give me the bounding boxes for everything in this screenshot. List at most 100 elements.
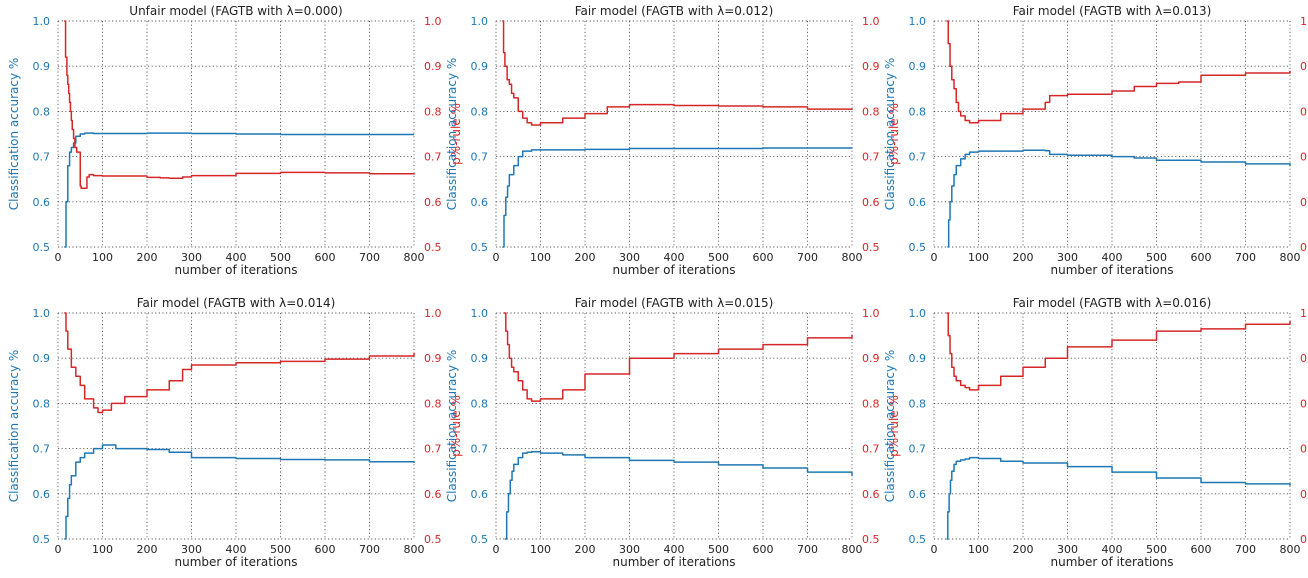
y-axis-label-left: Classification accuracy %: [445, 350, 459, 503]
y-tick-label-right: 0.5: [424, 533, 442, 546]
y-tick-label-left: 0.6: [33, 488, 51, 501]
subplot-3: Fair model (FAGTB with λ=0.013) 0 100 200 30…: [883, 4, 1308, 277]
x-tick-label: 300: [181, 251, 202, 264]
x-tick-label: 300: [181, 543, 202, 556]
y-tick-label-right: 0.5: [862, 533, 880, 546]
x-tick-label: 600: [1191, 543, 1212, 556]
x-tick-label: 400: [226, 543, 247, 556]
series-line-accuracy: [502, 147, 853, 248]
y-tick-label-left: 0.9: [33, 60, 51, 73]
y-tick-label-left: 0.7: [471, 151, 489, 164]
x-tick-label: 300: [1057, 543, 1078, 556]
y-tick-label-right: 0.7: [862, 151, 880, 164]
y-tick-label-left: 0.8: [909, 105, 927, 118]
y-tick-label-right: 1.0: [1300, 15, 1308, 28]
x-axis-label: number of iterations: [613, 263, 736, 277]
y-tick-label-left: 0.9: [909, 352, 927, 365]
y-tick-label-right: 0.5: [1300, 241, 1308, 254]
series-line-accuracy: [64, 444, 415, 540]
x-tick-label: 400: [1102, 543, 1123, 556]
x-tick-label: 200: [1013, 251, 1034, 264]
y-tick-label-right: 0.7: [1300, 443, 1308, 456]
x-tick-label: 0: [55, 543, 62, 556]
y-tick-label-left: 1.0: [33, 307, 51, 320]
y-axis-label-right: p%-rule %: [449, 395, 463, 457]
x-axis-label: number of iterations: [1051, 263, 1174, 277]
x-tick-label: 100: [968, 251, 989, 264]
y-axis-label-left: Classification accuracy %: [7, 58, 21, 211]
y-tick-label-left: 1.0: [909, 307, 927, 320]
x-tick-label: 500: [708, 543, 729, 556]
y-tick-label-right: 0.8: [1300, 397, 1308, 410]
y-tick-label-left: 0.7: [33, 151, 51, 164]
series-line-prule: [64, 312, 415, 414]
x-tick-label: 600: [753, 251, 774, 264]
y-tick-label-right: 0.9: [424, 60, 442, 73]
y-tick-label-left: 0.7: [909, 443, 927, 456]
y-tick-label-left: 0.7: [33, 443, 51, 456]
x-tick-label: 400: [1102, 251, 1123, 264]
x-axis-label: number of iterations: [175, 555, 298, 569]
y-tick-label-left: 0.6: [33, 196, 51, 209]
series-line-prule: [504, 312, 853, 402]
x-tick-label: 500: [270, 543, 291, 556]
x-tick-label: 0: [493, 543, 500, 556]
x-tick-label: 200: [1013, 543, 1034, 556]
y-tick-label-left: 0.8: [33, 105, 51, 118]
y-tick-label-left: 0.9: [471, 352, 489, 365]
y-tick-label-right: 0.5: [1300, 533, 1308, 546]
y-axis-label-right: p%-rule %: [887, 103, 901, 165]
y-tick-label-left: 1.0: [33, 15, 51, 28]
x-tick-label: 700: [359, 251, 380, 264]
x-tick-label: 0: [931, 543, 938, 556]
y-tick-label-right: 0.8: [424, 105, 442, 118]
subplot-5: Fair model (FAGTB with λ=0.015) 0 100 200 30…: [445, 296, 901, 569]
y-tick-label-right: 0.5: [862, 241, 880, 254]
y-tick-label-right: 1.0: [424, 15, 442, 28]
x-tick-label: 800: [404, 543, 425, 556]
y-tick-label-left: 0.6: [909, 488, 927, 501]
subplot-1: Unfair model (FAGTB with λ=0.000) 0 100 200…: [7, 4, 463, 277]
series-line-prule: [502, 20, 853, 126]
y-tick-label-left: 0.6: [909, 196, 927, 209]
y-axis-label-left: Classification accuracy %: [7, 350, 21, 503]
y-tick-label-right: 0.9: [862, 352, 880, 365]
x-tick-label: 600: [753, 543, 774, 556]
y-tick-label-right: 1.0: [1300, 307, 1308, 320]
y-tick-label-right: 0.7: [424, 151, 442, 164]
x-axis-label: number of iterations: [1051, 555, 1174, 569]
x-tick-label: 300: [1057, 251, 1078, 264]
y-tick-label-left: 0.5: [909, 241, 927, 254]
y-tick-label-left: 0.5: [471, 533, 489, 546]
chart-title: Fair model (FAGTB with λ=0.012): [575, 4, 774, 18]
x-tick-label: 700: [797, 543, 818, 556]
y-tick-label-right: 0.7: [1300, 151, 1308, 164]
x-tick-label: 600: [315, 543, 336, 556]
x-tick-label: 500: [270, 251, 291, 264]
x-tick-label: 200: [575, 543, 596, 556]
y-tick-label-right: 0.9: [1300, 352, 1308, 365]
x-tick-label: 800: [842, 543, 863, 556]
y-tick-label-right: 1.0: [424, 307, 442, 320]
y-tick-label-right: 0.9: [1300, 60, 1308, 73]
y-tick-label-left: 0.7: [909, 151, 927, 164]
x-tick-label: 400: [226, 251, 247, 264]
x-tick-label: 300: [619, 543, 640, 556]
x-tick-label: 100: [92, 251, 113, 264]
x-tick-label: 600: [315, 251, 336, 264]
x-tick-label: 100: [92, 543, 113, 556]
x-tick-label: 700: [1235, 251, 1256, 264]
series-line-prule: [946, 312, 1291, 391]
x-tick-label: 0: [931, 251, 938, 264]
y-tick-label-left: 0.9: [471, 60, 489, 73]
y-tick-label-left: 0.5: [33, 241, 51, 254]
y-tick-label-right: 0.6: [862, 488, 880, 501]
subplot-2: Fair model (FAGTB with λ=0.012) 0 100 200 30…: [445, 4, 901, 277]
y-tick-label-right: 0.9: [862, 60, 880, 73]
x-tick-label: 500: [1146, 251, 1167, 264]
y-tick-label-right: 1.0: [862, 307, 880, 320]
y-tick-label-left: 0.8: [909, 397, 927, 410]
x-tick-label: 800: [842, 251, 863, 264]
subplot-4: Fair model (FAGTB with λ=0.014) 0 100 200 30…: [7, 296, 463, 569]
y-tick-label-right: 0.6: [1300, 488, 1308, 501]
